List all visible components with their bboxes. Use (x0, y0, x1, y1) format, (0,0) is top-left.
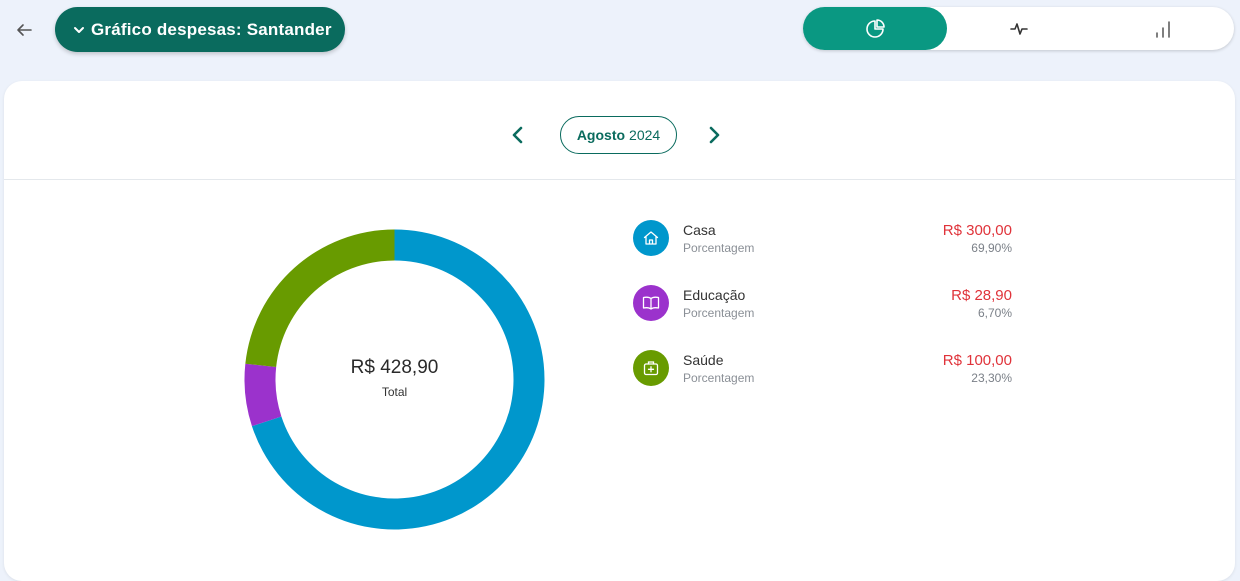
legend-amount: R$ 28,90 (951, 287, 1012, 304)
donut-chart-svg (244, 229, 545, 530)
legend-sub: Porcentagem (683, 371, 755, 385)
top-bar: Gráfico despesas: Santander (0, 0, 1240, 70)
legend-amount: R$ 300,00 (942, 222, 1012, 239)
legend-name: Educação (683, 287, 746, 303)
legend-percent: 69,90% (971, 241, 1012, 255)
month-selector[interactable]: Agosto 2024 (560, 116, 677, 154)
month-label: Agosto (576, 127, 626, 143)
pie-view-button[interactable] (803, 7, 947, 50)
category-legend: Casa Porcentagem R$ 300,00 69,90% Educaç… (632, 219, 1012, 414)
arrow-left-icon (17, 24, 32, 36)
legend-sub: Porcentagem (683, 241, 755, 255)
medical-kit-icon (643, 361, 659, 376)
chevron-down-icon (74, 26, 84, 33)
legend-percent: 23,30% (971, 371, 1012, 385)
legend-item-casa[interactable]: Casa Porcentagem R$ 300,00 69,90% (632, 219, 1012, 284)
month-navigation: Agosto 2024 (4, 81, 1235, 180)
legend-sub: Porcentagem (683, 306, 755, 320)
back-button[interactable] (10, 16, 38, 44)
chevron-left-icon (512, 126, 523, 144)
legend-percent: 6,70% (977, 306, 1012, 320)
total-label: Total (381, 384, 408, 399)
total-value: R$ 428,90 (350, 356, 439, 378)
year-label: 2024 (629, 127, 661, 143)
account-selector-button[interactable]: Gráfico despesas: Santander (55, 7, 345, 52)
legend-item-saude[interactable]: Saúde Porcentagem R$ 100,00 23,30% (632, 349, 1012, 414)
previous-month-button[interactable] (506, 123, 530, 147)
book-icon (642, 296, 660, 310)
next-month-button[interactable] (702, 123, 726, 147)
bar-view-button[interactable] (1091, 7, 1234, 50)
bar-chart-icon (1155, 20, 1170, 38)
home-icon (643, 231, 659, 245)
legend-item-educacao[interactable]: Educação Porcentagem R$ 28,90 6,70% (632, 284, 1012, 349)
donut-slice-educacao[interactable] (244, 363, 282, 427)
pulse-line-icon (1010, 22, 1028, 35)
donut-chart: R$ 428,90 Total (242, 227, 547, 532)
legend-icon-saude (633, 350, 669, 386)
legend-amount: R$ 100,00 (942, 352, 1012, 369)
page-title: Gráfico despesas: Santander (91, 19, 332, 39)
legend-icon-educacao (633, 285, 669, 321)
chart-view-toggle (803, 7, 1234, 50)
donut-center: R$ 428,90 Total (242, 227, 547, 532)
chevron-right-icon (709, 126, 720, 144)
legend-name: Saúde (683, 352, 724, 368)
line-view-button[interactable] (947, 7, 1091, 50)
chart-card: Agosto 2024 R$ 428,90 Total Casa Porcent… (4, 81, 1235, 581)
pie-chart-icon (866, 18, 885, 38)
legend-icon-casa (633, 220, 669, 256)
donut-slice-saude[interactable] (245, 229, 395, 367)
legend-name: Casa (683, 222, 716, 238)
